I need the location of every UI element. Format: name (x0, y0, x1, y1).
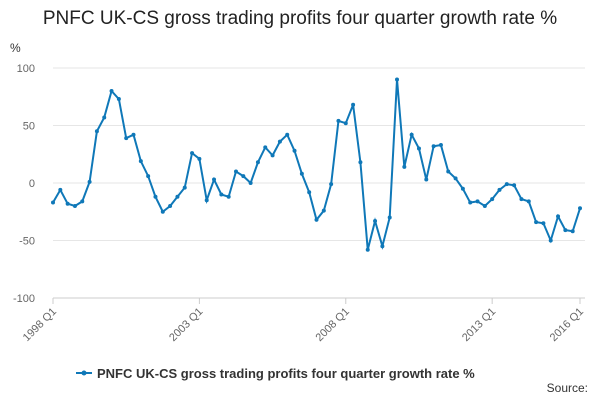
point (277, 139, 282, 144)
point (395, 77, 400, 82)
point (175, 194, 180, 199)
point (578, 206, 582, 211)
point (124, 136, 129, 141)
point (504, 182, 509, 187)
source: Source: (547, 381, 588, 395)
point (446, 169, 451, 174)
y-tick-label: 50 (23, 121, 35, 133)
point (160, 209, 165, 214)
point (460, 186, 465, 191)
y-tick-label: -100 (13, 293, 35, 305)
point (109, 89, 114, 93)
point (168, 204, 173, 208)
point (373, 218, 378, 223)
point (556, 214, 561, 219)
point (241, 174, 246, 179)
point (365, 247, 370, 252)
point (358, 160, 363, 165)
point (548, 238, 553, 243)
point (380, 244, 385, 249)
point (233, 169, 238, 174)
point (248, 181, 253, 185)
point (80, 199, 85, 204)
point (519, 197, 524, 202)
point (131, 132, 136, 137)
point (409, 132, 414, 137)
chart-title: PNFC UK-CS gross trading profits four qu… (42, 8, 558, 29)
point (219, 192, 224, 197)
y-tick-label: -50 (19, 236, 35, 248)
point (182, 185, 187, 190)
point (204, 198, 209, 203)
point (197, 156, 202, 161)
point (190, 151, 195, 156)
point (563, 228, 568, 233)
point (299, 171, 304, 176)
point (146, 174, 151, 179)
point (329, 182, 334, 187)
x-tick-label: 1998 Q1 (21, 306, 59, 344)
y-tick-label: 0 (29, 178, 35, 190)
point (541, 221, 546, 226)
x-tick-label: 2003 Q1 (167, 306, 205, 344)
point (490, 197, 495, 202)
point (307, 190, 312, 195)
y-tick-label: 100 (17, 63, 35, 75)
point (65, 201, 70, 206)
x-tick-label: 2016 Q1 (548, 306, 586, 344)
point (212, 177, 217, 182)
point (468, 200, 473, 205)
point (431, 144, 436, 149)
point (336, 118, 341, 123)
point (497, 187, 502, 192)
point (438, 143, 443, 148)
point (475, 199, 480, 204)
point (87, 179, 92, 184)
legend-marker (81, 370, 87, 376)
point (314, 217, 319, 222)
x-tick-label: 2008 Q1 (314, 306, 352, 344)
point (424, 177, 429, 182)
point (102, 115, 107, 120)
point (512, 183, 517, 188)
point (94, 129, 99, 134)
point (51, 200, 55, 205)
point (285, 132, 290, 137)
point (570, 229, 575, 234)
point (402, 164, 407, 169)
legend-label: PNFC UK-CS gross trading profits four qu… (97, 366, 475, 381)
point (72, 204, 77, 208)
point (351, 102, 356, 107)
point (138, 159, 143, 164)
point (343, 121, 348, 126)
point (292, 148, 297, 153)
point (453, 176, 458, 181)
point (116, 97, 121, 102)
point (153, 194, 158, 199)
point (416, 146, 421, 151)
x-tick-label: 2013 Q1 (460, 306, 498, 344)
point (534, 220, 539, 225)
point (255, 160, 260, 165)
point (526, 199, 531, 204)
point (58, 187, 63, 192)
point (263, 145, 268, 150)
point (226, 194, 231, 199)
point (387, 215, 392, 220)
point (270, 153, 275, 158)
y-axis-label: % (10, 41, 21, 55)
point (321, 208, 326, 213)
line (52, 79, 581, 251)
point (482, 204, 487, 208)
